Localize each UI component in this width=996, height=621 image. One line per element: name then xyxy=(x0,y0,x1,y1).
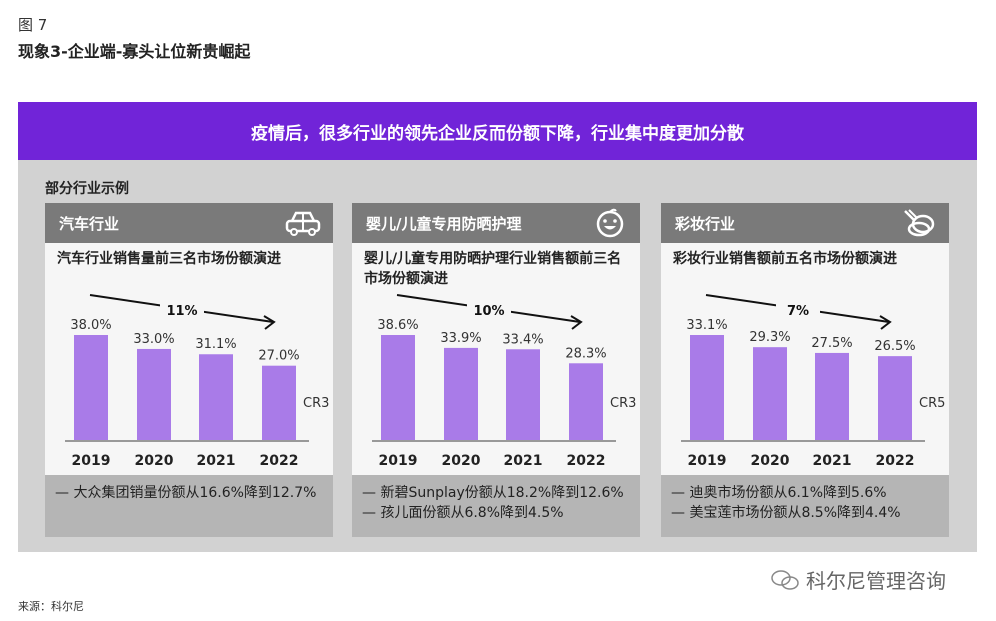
chart-title: 汽车行业销售量前三名市场份额演进 xyxy=(57,251,281,267)
bar xyxy=(815,352,849,441)
card-notes: — 新碧Sunplay份额从18.2%降到12.6% — 孩儿面份额从6.8%降到… xyxy=(352,475,640,537)
year-label: 2019 xyxy=(72,453,111,469)
trend-label-bg xyxy=(776,301,820,319)
value-label: 27.0% xyxy=(258,349,299,364)
series-label: CR3 xyxy=(610,396,636,411)
year-label: 2021 xyxy=(813,453,852,469)
wechat-icon xyxy=(771,569,799,590)
trend-arrow-head xyxy=(570,315,583,330)
bar xyxy=(506,349,540,441)
series-label: CR3 xyxy=(303,396,329,411)
bar xyxy=(137,348,171,441)
trend-label-bg xyxy=(467,301,511,319)
year-label: 2019 xyxy=(688,453,727,469)
industry-card: 婴儿/儿童专用防晒护理 婴儿/儿童专用防晒护理行业销售额前三名市场份额演进 38… xyxy=(352,203,640,537)
note-line: — 新碧Sunplay份额从18.2%降到12.6% xyxy=(362,485,624,501)
makeup-compact-icon xyxy=(904,209,935,237)
card-header: 婴儿/儿童专用防晒护理 xyxy=(352,203,640,243)
bar xyxy=(199,354,233,441)
car-icon xyxy=(285,211,321,236)
industry-name: 汽车行业 xyxy=(59,215,120,233)
industry-name: 婴儿/儿童专用防晒护理 xyxy=(366,215,522,233)
value-label: 28.3% xyxy=(565,346,606,361)
year-label: 2022 xyxy=(567,453,606,469)
industry-card: 彩妆行业 彩妆行业销售额前五名市场份额演进 33.1% 2019 29.3% 2020… xyxy=(661,203,949,537)
trend-label: 7% xyxy=(787,304,809,319)
panel-label: 部分行业示例 xyxy=(45,181,129,197)
year-label: 2022 xyxy=(876,453,915,469)
note-line: — 孩儿面份额从6.8%降到4.5% xyxy=(362,505,564,521)
value-label: 29.3% xyxy=(749,330,790,345)
bar xyxy=(262,365,296,441)
year-label: 2020 xyxy=(442,453,481,469)
bar xyxy=(878,356,912,441)
value-label: 33.0% xyxy=(133,332,174,347)
value-label: 26.5% xyxy=(874,339,915,354)
watermark: 科尔尼管理咨询 xyxy=(770,565,946,594)
bar-chart: 33.1% 2019 29.3% 2020 27.5% 2021 26.5% 2022 CR5 7… xyxy=(681,294,945,469)
year-label: 2021 xyxy=(197,453,236,469)
year-label: 2020 xyxy=(135,453,174,469)
figure-title: 现象3-企业端-寡头让位新贵崛起 xyxy=(18,42,251,61)
note-line: — 迪奥市场份额从6.1%降到5.6% xyxy=(671,485,887,501)
series-label: CR5 xyxy=(919,396,945,411)
value-label: 33.1% xyxy=(686,318,727,333)
year-label: 2019 xyxy=(379,453,418,469)
watermark-text: 科尔尼管理咨询 xyxy=(806,569,946,593)
chart-area: 彩妆行业销售额前五名市场份额演进 33.1% 2019 29.3% 2020 27.5%… xyxy=(661,243,949,475)
bar xyxy=(74,335,108,441)
year-label: 2020 xyxy=(751,453,790,469)
bar xyxy=(444,347,478,441)
bar-chart: 38.6% 2019 33.9% 2020 33.4% 2021 28.3% 2022 CR3 1… xyxy=(372,294,636,469)
value-label: 33.9% xyxy=(440,331,481,346)
card-notes: — 迪奥市场份额从6.1%降到5.6% — 美宝莲市场份额从8.5%降到4.4% xyxy=(661,475,949,537)
baby-face-icon xyxy=(596,208,624,238)
chart-area: 婴儿/儿童专用防晒护理行业销售额前三名市场份额演进 38.6% 2019 33.9%… xyxy=(352,243,640,475)
card-header: 汽车行业 xyxy=(45,203,333,243)
trend-arrow-head xyxy=(263,315,276,330)
bar-chart: 38.0% 2019 33.0% 2020 31.1% 2021 27.0% 2022 CR3 1… xyxy=(65,294,329,469)
industry-name: 彩妆行业 xyxy=(675,215,736,233)
figure-number: 图 7 xyxy=(18,16,48,34)
chart-title: 彩妆行业销售额前五名市场份额演进 xyxy=(673,251,897,267)
trend-label: 11% xyxy=(166,304,197,319)
chart-area: 汽车行业销售量前三名市场份额演进 38.0% 2019 33.0% 2020 31.1%… xyxy=(45,243,333,475)
value-label: 38.0% xyxy=(70,318,111,333)
bar xyxy=(753,347,787,441)
headline-banner: 疫情后，很多行业的领先企业反而份额下降，行业集中度更加分散 xyxy=(18,102,977,160)
value-label: 27.5% xyxy=(811,336,852,351)
trend-arrow-head xyxy=(879,315,892,330)
chart-title: 婴儿/儿童专用防晒护理行业销售额前三名市场份额演进 xyxy=(364,251,622,287)
note-line: — 大众集团销量份额从16.6%降到12.7% xyxy=(55,485,317,501)
bar xyxy=(381,335,415,441)
value-label: 38.6% xyxy=(377,318,418,333)
year-label: 2021 xyxy=(504,453,543,469)
trend-label-bg xyxy=(160,301,204,319)
year-label: 2022 xyxy=(260,453,299,469)
card-notes: — 大众集团销量份额从16.6%降到12.7% xyxy=(45,475,333,537)
bar xyxy=(569,363,603,441)
industry-card: 汽车行业 汽车行业销售量前三名市场份额演进 38.0% 2019 33.0% 2020… xyxy=(45,203,333,537)
source-note: 来源：科尔尼 xyxy=(18,600,84,613)
value-label: 31.1% xyxy=(195,337,236,352)
note-line: — 美宝莲市场份额从8.5%降到4.4% xyxy=(671,505,901,521)
trend-label: 10% xyxy=(473,304,504,319)
value-label: 33.4% xyxy=(502,332,543,347)
card-header: 彩妆行业 xyxy=(661,203,949,243)
bar xyxy=(690,335,724,441)
